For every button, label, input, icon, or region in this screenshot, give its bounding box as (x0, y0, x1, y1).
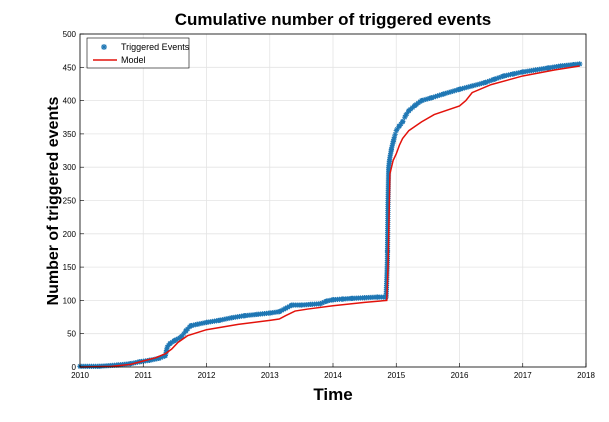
series-marker (412, 102, 418, 108)
x-axis-ticks: 2010 2011 2012 2013 2014 2015 2016 2017 2018 (71, 363, 595, 380)
series-marker (183, 327, 189, 333)
y-tick-label: 300 (63, 163, 77, 172)
series-marker (362, 295, 368, 301)
y-tick-label: 50 (67, 330, 76, 339)
chart-title: Cumulative number of triggered events (175, 10, 491, 29)
series-marker (520, 69, 526, 75)
y-tick-label: 150 (63, 263, 77, 272)
x-tick-label: 2015 (387, 371, 405, 380)
series-marker (164, 344, 170, 350)
x-tick-label: 2011 (135, 371, 153, 380)
series-marker (254, 311, 260, 317)
y-tick-label: 400 (63, 97, 77, 106)
series-marker (558, 63, 564, 69)
y-tick-label: 450 (63, 63, 77, 72)
series-marker (178, 334, 184, 340)
series-marker (491, 76, 497, 82)
series-line-model (79, 65, 580, 368)
series-marker-dense (434, 93, 441, 99)
series-marker (188, 323, 194, 329)
series-marker (389, 144, 395, 150)
series-marker (216, 317, 222, 323)
series-marker (317, 301, 323, 307)
series-marker (267, 310, 273, 316)
series-marker (403, 112, 409, 118)
y-tick-label: 250 (63, 197, 77, 206)
series-marker (406, 107, 412, 114)
series-marker (330, 297, 336, 303)
x-tick-label: 2016 (451, 371, 469, 380)
series-marker (577, 61, 583, 67)
series-marker (545, 65, 551, 71)
series-points-triggered-events (77, 61, 583, 369)
y-tick-label: 0 (72, 363, 77, 372)
series-marker (324, 298, 330, 304)
series-marker (399, 119, 406, 125)
series-marker (241, 313, 248, 319)
legend-label-model: Model (121, 55, 146, 65)
series-marker (194, 321, 200, 327)
x-tick-label: 2012 (198, 371, 216, 380)
series-marker (396, 123, 403, 129)
series-marker (374, 294, 380, 300)
x-tick-label: 2014 (324, 371, 342, 380)
x-tick-label: 2013 (261, 371, 279, 380)
legend-label-triggered-events: Triggered Events (121, 42, 190, 52)
y-tick-label: 200 (63, 230, 77, 239)
series-marker (393, 127, 399, 134)
y-axis-label: Number of triggered events (45, 96, 62, 305)
series-marker (349, 295, 355, 301)
series-marker (441, 91, 447, 97)
series-marker (289, 302, 295, 308)
y-tick-label: 100 (63, 296, 77, 305)
series-marker (386, 164, 392, 170)
series-marker (276, 309, 282, 315)
series-marker (532, 67, 539, 73)
x-tick-label: 2010 (71, 371, 89, 380)
series-marker (469, 83, 475, 89)
series-marker (428, 95, 434, 101)
series-marker (172, 337, 178, 343)
x-tick-label: 2017 (514, 371, 532, 380)
x-tick-label: 2018 (577, 371, 595, 380)
series-marker (391, 134, 397, 140)
series-marker (282, 305, 289, 311)
series-marker (482, 80, 488, 86)
series-marker (203, 319, 210, 325)
series-marker (339, 296, 346, 302)
series-layer (77, 61, 583, 369)
y-axis-ticks: 0 50 100 150 200 250 300 350 400 450 500 (63, 30, 84, 372)
series-marker (418, 97, 425, 104)
x-axis-label: Time (313, 385, 352, 404)
y-tick-label: 350 (63, 130, 77, 139)
series-marker (456, 86, 463, 92)
series-marker (308, 301, 314, 307)
series-marker (510, 71, 516, 77)
legend: Triggered Events Model (86, 37, 190, 69)
y-tick-label: 500 (63, 30, 77, 39)
series-marker (501, 73, 507, 79)
series-marker (387, 154, 393, 160)
series-marker (229, 315, 235, 321)
series-marker (298, 302, 304, 308)
legend-marker-icon (101, 44, 107, 50)
series-marker (167, 341, 173, 347)
legend-box (86, 37, 190, 69)
